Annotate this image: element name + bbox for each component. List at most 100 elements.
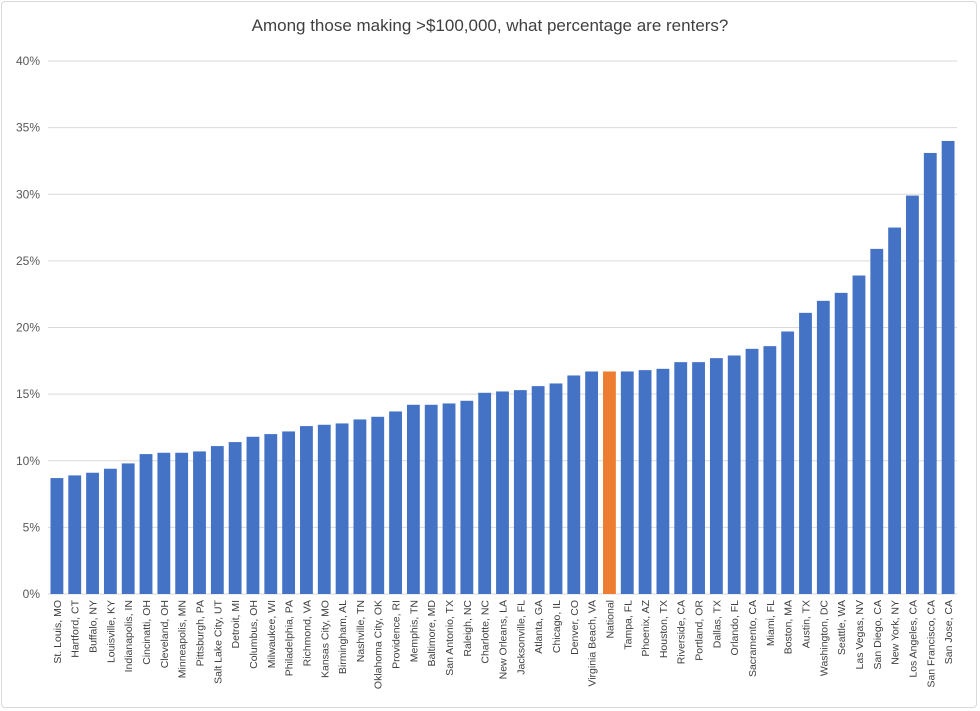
x-tick-label: New Orleans, LA <box>498 600 510 679</box>
x-tick-label: Louisville, KY <box>105 600 117 663</box>
bar-chicago-il <box>549 383 563 594</box>
bar-virginia-beach-va <box>585 371 599 594</box>
x-tick-label: Tampa, FL <box>622 600 634 650</box>
y-axis-ticks: 0% 5% 10% 15% 20% 25% 30% 35% 40% <box>16 54 40 601</box>
x-tick-label: New York, NY <box>890 600 902 665</box>
x-tick-label: Raleigh, NC <box>462 600 474 657</box>
x-tick-label: Denver, CO <box>569 600 581 655</box>
bar-seattle-wa <box>834 292 848 594</box>
x-tick-label: Cleveland, OH <box>159 600 171 668</box>
x-tick-label: Sacramento, CA <box>747 600 759 677</box>
bar-philadelphia-pa <box>282 431 296 594</box>
x-tick-label: Washington, DC <box>818 600 830 676</box>
bar-louisville-ky <box>103 468 117 594</box>
x-tick-label: Detroit, MI <box>230 600 242 648</box>
bar-richmond-va <box>300 426 313 594</box>
x-tick-label: Charlotte, NC <box>480 600 492 664</box>
bar-milwaukee-wi <box>264 434 278 594</box>
bar-phoenix-az <box>638 370 652 594</box>
bar-buffalo-ny <box>86 472 99 594</box>
x-tick-label: Richmond, VA <box>301 600 313 666</box>
x-tick-label: Baltimore, MD <box>426 600 438 667</box>
x-tick-label: Providence, RI <box>391 600 403 669</box>
bar-memphis-tn <box>406 404 420 594</box>
bar-columbus-oh <box>246 436 260 594</box>
x-tick-label: Dallas, TX <box>711 600 723 648</box>
x-tick-label: Boston, MA <box>783 600 795 654</box>
x-tick-label: Phoenix, AZ <box>640 599 652 656</box>
bar-orlando-fl <box>727 355 741 594</box>
bar-nashville-tn <box>353 419 367 594</box>
bar-birmingham-al <box>335 423 349 594</box>
bar-miami-fl <box>763 346 777 594</box>
y-tick-label: 0% <box>23 587 41 601</box>
x-tick-label: Hartford, CT <box>70 599 82 657</box>
bar-tampa-fl <box>620 371 634 594</box>
x-tick-label: Oklahoma City, OK <box>373 600 385 689</box>
bar-san-jose-ca <box>941 140 955 594</box>
x-tick-label: Kansas City, MO <box>319 600 331 678</box>
bar-national <box>603 371 616 594</box>
x-tick-label: Pittsburgh, PA <box>195 600 207 666</box>
bar-st-louis-mo <box>50 478 64 594</box>
x-tick-label: Portland, OR <box>694 600 706 661</box>
bar-cleveland-oh <box>157 452 171 594</box>
bar-new-york-ny <box>888 227 902 594</box>
bar-san-francisco-ca <box>923 152 937 594</box>
bar-atlanta-ga <box>531 386 545 594</box>
bar-san-antonio-tx <box>442 403 456 594</box>
bar-new-orleans-la <box>496 391 509 594</box>
bar-jacksonville-fl <box>513 390 527 594</box>
x-tick-label: Miami, FL <box>765 600 777 646</box>
y-tick-label: 40% <box>16 54 40 68</box>
bar-detroit-mi <box>228 442 242 594</box>
bars <box>50 140 955 594</box>
bar-san-diego-ca <box>870 248 884 594</box>
bar-austin-tx <box>799 312 812 594</box>
x-tick-label: Philadelphia, PA <box>284 600 296 676</box>
x-tick-label: Indianapolis, IN <box>123 600 135 672</box>
bar-salt-lake-city-ut <box>210 446 224 594</box>
y-tick-label: 15% <box>16 387 40 401</box>
x-tick-label: Seattle, WA <box>836 600 848 655</box>
bar-cincinatti-oh <box>139 454 153 594</box>
x-axis-labels: St. Louis, MO Hartford, CT Buffalo, NY Loui… <box>52 599 955 689</box>
x-tick-label: San Antonio, TX <box>444 600 456 676</box>
x-tick-label: San Jose, CA <box>943 600 955 664</box>
y-tick-label: 30% <box>16 187 40 201</box>
x-tick-label: Orlando, FL <box>729 600 741 656</box>
bar-pittsburgh-pa <box>193 451 206 594</box>
bar-charlotte-nc <box>478 392 492 594</box>
bar-houston-tx <box>656 368 670 594</box>
bar-oklahoma-city-ok <box>371 416 385 594</box>
bar-raleigh-nc <box>460 400 474 594</box>
x-tick-label: San Francisco, CA <box>925 600 937 688</box>
bar-denver-co <box>567 375 581 594</box>
bar-boston-ma <box>781 331 795 594</box>
bar-minneapolis-mn <box>175 452 189 594</box>
x-tick-label: San Diego, CA <box>872 600 884 669</box>
x-tick-label: Los Angeles, CA <box>907 600 919 678</box>
bar-washington-dc <box>816 300 830 594</box>
y-tick-label: 25% <box>16 254 40 268</box>
y-tick-label: 35% <box>16 121 40 135</box>
y-tick-label: 5% <box>23 520 41 534</box>
x-tick-label: Columbus, OH <box>248 600 260 669</box>
bar-providence-ri <box>389 411 402 594</box>
chart-title: Among those making >$100,000, what perce… <box>251 16 729 35</box>
x-tick-label: Houston, TX <box>658 600 670 658</box>
y-tick-label: 20% <box>16 321 40 335</box>
x-tick-label: Birmingham, AL <box>337 600 349 674</box>
x-tick-label: Milwaukee, WI <box>266 600 278 668</box>
x-tick-label: Atlanta, GA <box>533 600 545 654</box>
bar-sacramento-ca <box>745 348 759 594</box>
x-tick-label: Nashville, TN <box>355 600 367 662</box>
x-tick-label: Austin, TX <box>801 600 813 648</box>
x-tick-label: Jacksonville, FL <box>515 600 527 675</box>
y-tick-label: 10% <box>16 454 40 468</box>
x-tick-label: Memphis, TN <box>408 600 420 662</box>
bar-portland-or <box>692 362 705 594</box>
x-tick-label: Minneapolis, MN <box>177 600 189 678</box>
bar-kansas-city-mo <box>317 424 331 594</box>
